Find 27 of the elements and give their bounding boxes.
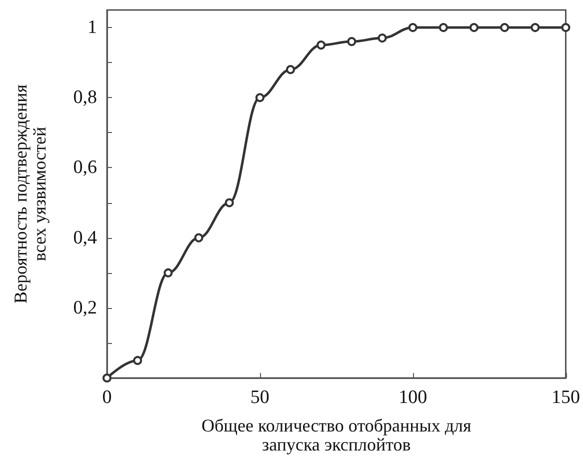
point (530, 23, 540, 32)
point (133, 356, 142, 365)
point (347, 37, 356, 46)
point (561, 23, 570, 32)
point (316, 40, 326, 50)
point (378, 34, 387, 43)
point (286, 65, 295, 74)
point (438, 23, 448, 32)
point (164, 268, 173, 278)
x-tick-label: 150 (552, 387, 580, 408)
point (408, 23, 418, 32)
x-axis-title: Общее количество отобранных для запуска эксплойтов (202, 416, 472, 454)
point (194, 233, 204, 242)
y-tick-label: 0,6 (73, 157, 97, 178)
point (255, 93, 264, 102)
x-tick-label: 0 (102, 387, 112, 408)
y-tick-label: 1 (88, 17, 97, 38)
y-axis-title: Вероятность подтверждения всех уязвимостей (10, 84, 50, 304)
point (500, 23, 510, 32)
x-tick-label: 100 (398, 387, 428, 408)
y-tick-label: 0,8 (73, 87, 97, 108)
point (102, 374, 112, 382)
y-tick-label: 0,2 (73, 297, 97, 318)
point (470, 23, 478, 32)
y-tick-label: 0,4 (73, 227, 98, 248)
x-tick-label: 50 (250, 387, 270, 408)
point (224, 198, 234, 208)
